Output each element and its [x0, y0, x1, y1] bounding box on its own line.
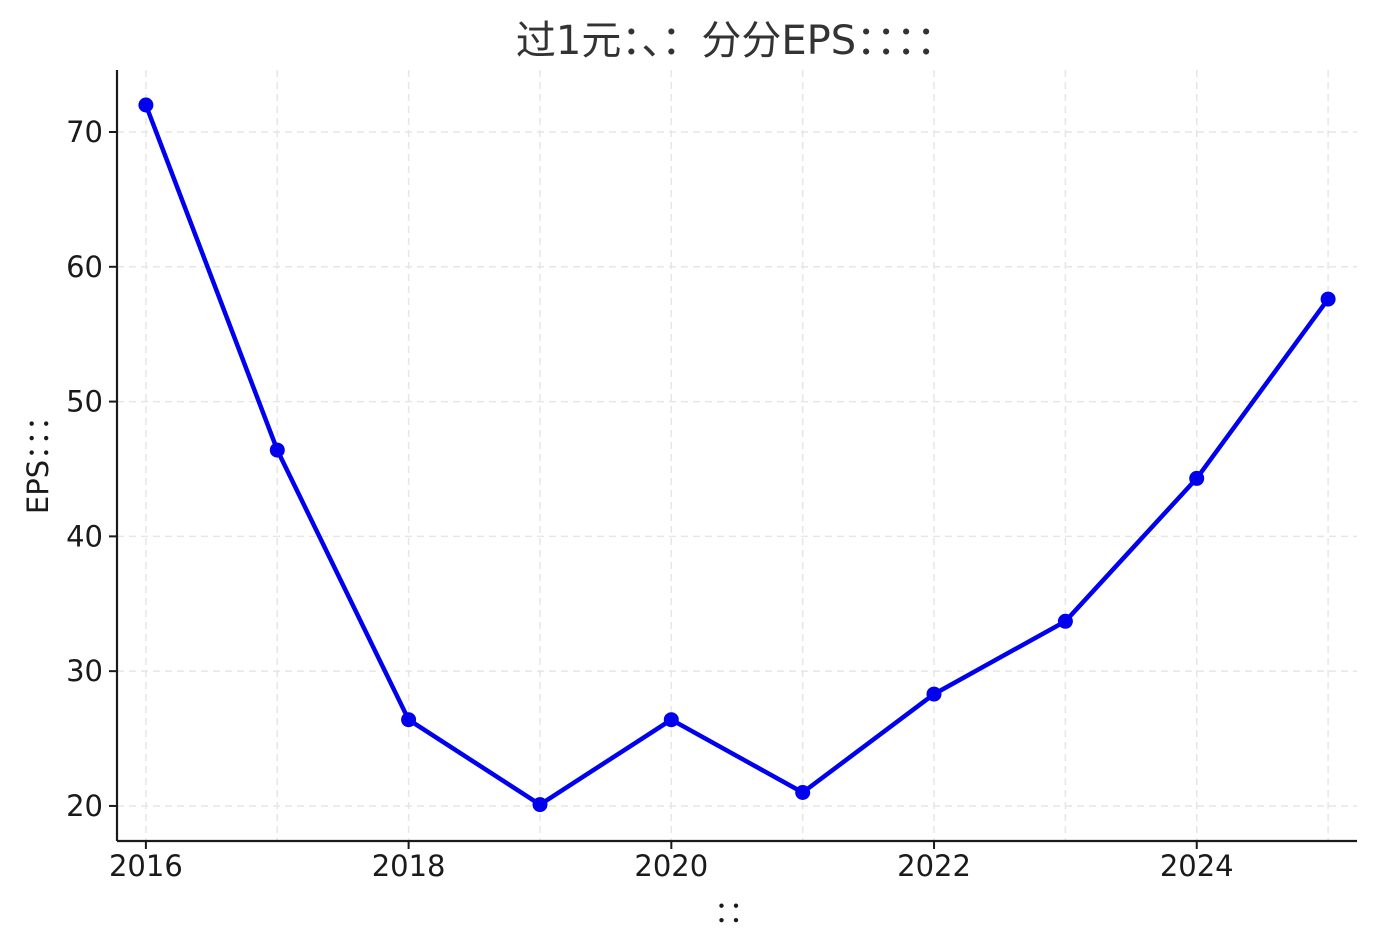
x-tick-label: 2024	[1160, 849, 1234, 883]
y-tick-label: 40	[66, 519, 103, 553]
y-tick-label: 20	[66, 789, 103, 823]
data-point	[1189, 470, 1205, 486]
y-tick-label: 60	[66, 250, 103, 284]
data-point	[926, 686, 942, 702]
x-axis-label: ：：	[714, 895, 758, 929]
x-tick-label: 2022	[897, 849, 971, 883]
data-point	[1320, 291, 1336, 307]
y-tick-label: 30	[66, 654, 103, 688]
data-point	[138, 97, 154, 113]
y-axis-label: EPS：：：	[21, 402, 55, 514]
series-layer	[138, 97, 1336, 813]
axes-spines	[115, 70, 1357, 843]
data-point	[532, 797, 548, 813]
data-point	[401, 712, 417, 728]
y-tick-label: 70	[66, 115, 103, 149]
x-tick-label: 2016	[109, 849, 183, 883]
data-point	[269, 442, 285, 458]
axis-ticks: 2016 2018 2020 2022 2024 20 30 40 50 60 70	[66, 115, 1234, 883]
grid-lines	[117, 70, 1357, 841]
data-point	[1057, 613, 1073, 629]
chart-title: 过1元：、：分分EPS：：：：	[516, 18, 956, 64]
x-tick-label: 2018	[372, 849, 446, 883]
data-point	[795, 785, 811, 800]
data-point	[663, 712, 679, 728]
x-tick-label: 2020	[634, 849, 708, 883]
y-tick-label: 50	[66, 385, 103, 419]
series-line	[143, 102, 1331, 807]
